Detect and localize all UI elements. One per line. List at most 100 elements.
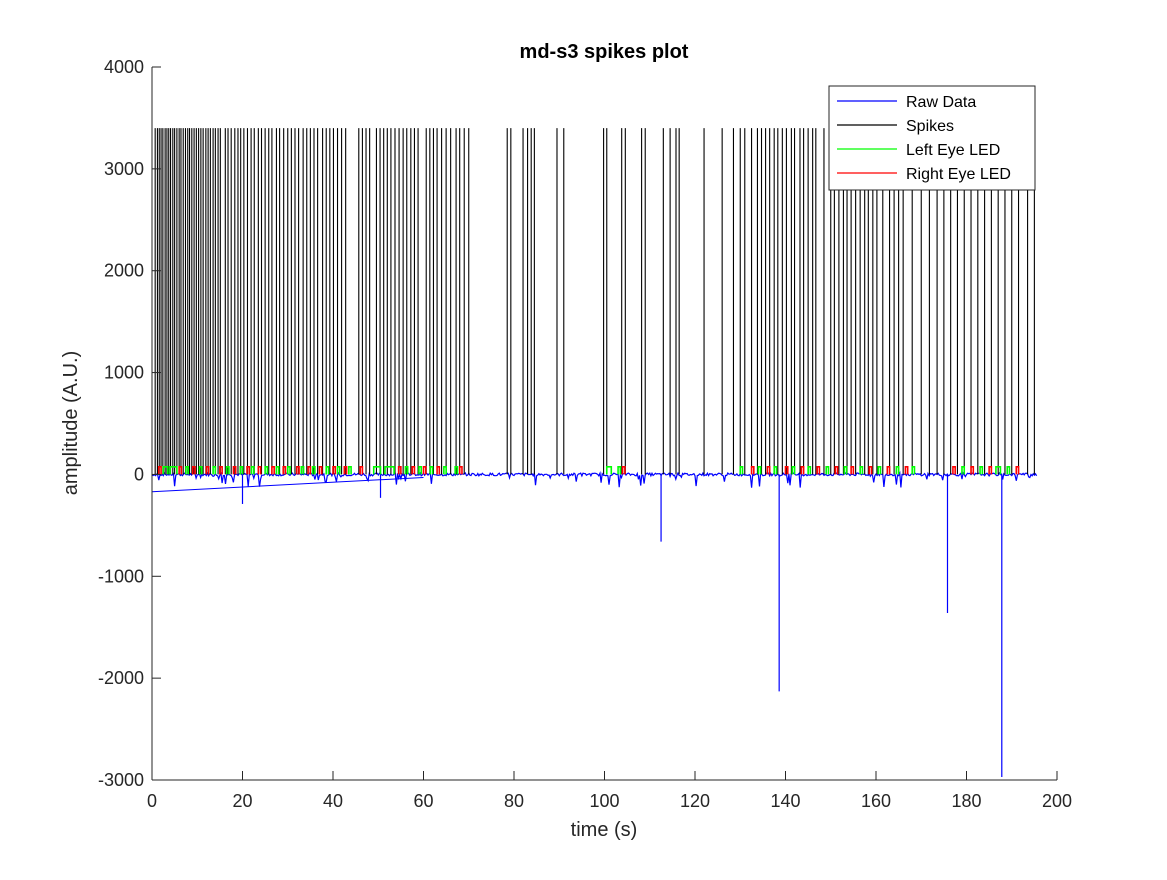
right-eye-led-pulse-9 xyxy=(282,465,287,475)
left-eye-led-pulse-27 xyxy=(773,465,778,475)
left-eye-led-pulse-23 xyxy=(605,465,613,475)
y-tick-label: 4000 xyxy=(104,57,144,77)
left-eye-led-pulse-13 xyxy=(325,465,330,475)
left-eye-led-pulse-25 xyxy=(739,465,744,475)
left-eye-led-pulse-14 xyxy=(336,465,341,475)
x-tick-label: 40 xyxy=(323,791,343,811)
chart-title: md-s3 spikes plot xyxy=(520,41,689,63)
left-eye-led-pulse-29 xyxy=(807,465,812,475)
right-eye-led-pulse-21 xyxy=(621,465,626,475)
left-eye-led-pulse-10 xyxy=(286,465,291,475)
left-eye-led-pulse-0 xyxy=(162,465,169,475)
y-tick-label: -2000 xyxy=(98,668,144,688)
left-eye-led-pulse-5 xyxy=(225,465,230,475)
left-eye-led-pulse-37 xyxy=(979,465,984,475)
left-eye-led-pulse-18 xyxy=(404,465,409,475)
y-tick-label: 1000 xyxy=(104,363,144,383)
left-eye-led-pulse-26 xyxy=(757,465,762,475)
left-eye-led-pulse-36 xyxy=(961,465,966,475)
right-eye-led-pulse-31 xyxy=(904,465,909,475)
left-eye-led-pulse-34 xyxy=(895,465,900,475)
x-tick-label: 0 xyxy=(147,791,157,811)
left-eye-led-pulse-8 xyxy=(264,465,269,475)
right-eye-led-pulse-29 xyxy=(868,465,873,475)
left-eye-led-pulse-20 xyxy=(429,465,434,475)
y-tick-label: 2000 xyxy=(104,261,144,281)
right-eye-led-pulse-18 xyxy=(422,465,427,475)
left-eye-led-pulse-21 xyxy=(443,465,447,475)
left-eye-led-pulse-31 xyxy=(843,465,848,475)
x-axis-label: time (s) xyxy=(571,819,638,841)
right-eye-led-pulse-16 xyxy=(397,465,402,475)
left-eye-led-pulse-38 xyxy=(995,465,1002,475)
x-tick-label: 140 xyxy=(770,791,800,811)
left-eye-led-pulse-11 xyxy=(300,465,305,475)
right-eye-led-pulse-19 xyxy=(436,465,441,475)
right-eye-led-pulse-28 xyxy=(850,465,855,475)
x-tick-label: 80 xyxy=(504,791,524,811)
left-eye-led-pulse-35 xyxy=(911,465,916,475)
right-eye-led-pulse-17 xyxy=(411,465,416,475)
left-eye-led-pulse-28 xyxy=(791,465,796,475)
right-eye-led-pulse-8 xyxy=(271,465,275,475)
left-eye-led-pulse-33 xyxy=(877,465,882,475)
left-eye-led-pulse-24 xyxy=(617,465,622,475)
x-tick-label: 180 xyxy=(951,791,981,811)
right-eye-led-pulse-15 xyxy=(359,465,364,475)
right-eye-led-pulse-26 xyxy=(816,465,821,475)
right-eye-led-pulse-11 xyxy=(307,465,312,475)
right-eye-led-pulse-33 xyxy=(970,465,975,475)
right-eye-led-pulse-6 xyxy=(246,465,251,475)
x-tick-label: 100 xyxy=(589,791,619,811)
right-eye-led-pulse-30 xyxy=(886,465,891,475)
raw-data-ramp xyxy=(151,476,424,493)
x-tick-label: 120 xyxy=(680,791,710,811)
left-eye-led-pulse-17 xyxy=(384,465,395,475)
y-tick-label: -1000 xyxy=(98,566,144,586)
left-eye-led-pulse-7 xyxy=(250,465,255,475)
right-eye-led-pulse-1 xyxy=(178,465,183,475)
right-eye-led-pulse-34 xyxy=(988,465,993,475)
right-eye-led-pulse-7 xyxy=(257,465,262,475)
left-eye-led-pulse-3 xyxy=(198,465,203,475)
left-eye-led-pulse-19 xyxy=(418,465,423,475)
legend-label-1: Spikes xyxy=(906,118,954,135)
x-tick-label: 160 xyxy=(861,791,891,811)
legend-label-0: Raw Data xyxy=(906,94,976,111)
right-eye-led-pulse-12 xyxy=(318,465,323,475)
y-tick-label: 0 xyxy=(134,464,144,484)
legend-label-2: Left Eye LED xyxy=(906,142,1000,159)
left-eye-led-pulse-39 xyxy=(1006,465,1011,475)
right-eye-led-pulse-22 xyxy=(750,465,755,475)
left-eye-led-pulse-6 xyxy=(239,465,244,475)
left-eye-led-pulse-4 xyxy=(212,465,217,475)
right-eye-led-pulse-27 xyxy=(834,465,839,475)
right-eye-led-pulse-5 xyxy=(232,465,237,475)
right-eye-led-pulse-20 xyxy=(458,465,463,475)
left-eye-led-pulse-32 xyxy=(859,465,864,475)
right-eye-led-pulse-23 xyxy=(766,465,771,475)
x-tick-label: 20 xyxy=(232,791,252,811)
right-eye-led-pulse-24 xyxy=(784,465,789,475)
left-eye-led-pulse-30 xyxy=(825,465,830,475)
left-eye-led-pulse-1 xyxy=(169,465,178,475)
left-eye-led-pulse-15 xyxy=(348,465,352,475)
right-eye-led-pulse-25 xyxy=(800,465,805,475)
right-eye-led-pulse-14 xyxy=(343,465,348,475)
x-tick-label: 200 xyxy=(1042,791,1072,811)
right-eye-led-pulse-32 xyxy=(952,465,956,475)
right-eye-led-pulse-35 xyxy=(1015,465,1020,475)
left-eye-led-pulse-22 xyxy=(454,465,459,475)
y-tick-label: 3000 xyxy=(104,159,144,179)
axes: 0 20 40 60 80 100 120 140 160 180 200 -3000 -2000 -10… xyxy=(98,57,1072,811)
right-eye-led-pulse-0 xyxy=(157,465,162,475)
right-eye-led-pulse-3 xyxy=(205,465,210,475)
legend-label-3: Right Eye LED xyxy=(906,166,1011,183)
right-eye-led-pulse-10 xyxy=(296,465,300,475)
left-eye-led-pulse-16 xyxy=(372,465,382,475)
right-eye-led-pulse-4 xyxy=(219,465,223,475)
legend: Raw Data Spikes Left Eye LED Right Eye LED xyxy=(828,85,1036,191)
left-eye-led-pulse-2 xyxy=(185,465,189,475)
